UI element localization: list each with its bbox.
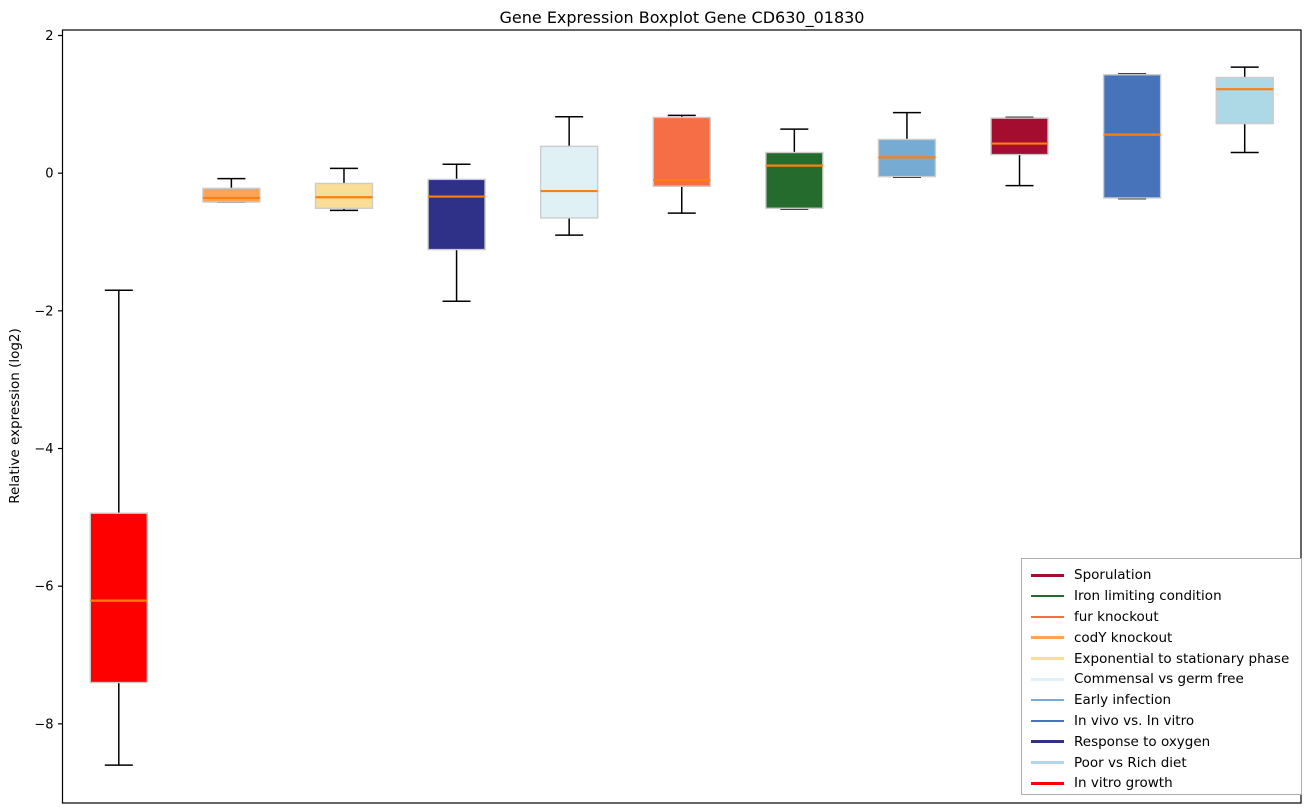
legend: Sporulation Iron limiting condition fur kn… (1021, 558, 1302, 795)
legend-item: Sporulation (1031, 565, 1301, 586)
legend-item: Early infection (1031, 690, 1301, 711)
legend-swatch (1031, 719, 1064, 723)
box-fur-knockout[interactable] (652, 116, 711, 187)
legend-label: Exponential to stationary phase (1074, 650, 1290, 667)
legend-label: Commensal vs germ free (1074, 671, 1244, 688)
legend-swatch (1031, 782, 1064, 785)
legend-swatch (1031, 636, 1064, 640)
legend-item: In vitro growth (1031, 773, 1301, 794)
box-response-to-oxygen[interactable] (427, 178, 486, 251)
legend-label: Response to oxygen (1074, 733, 1211, 750)
y-tick-label: 2 (45, 29, 53, 44)
box-cody-knockout[interactable] (202, 187, 261, 203)
legend-item: Commensal vs germ free (1031, 669, 1301, 690)
plot-frame (61, 29, 1302, 804)
legend-item: fur knockout (1031, 607, 1301, 628)
legend-label: Early infection (1074, 692, 1172, 709)
legend-item: Iron limiting condition (1031, 586, 1301, 607)
box-commensal-vs-germ-free[interactable] (539, 145, 599, 219)
y-tick-label: −6 (34, 580, 53, 595)
y-tick-label: −2 (34, 304, 53, 319)
legend-label: fur knockout (1074, 608, 1159, 625)
y-tick-label: −4 (34, 442, 53, 457)
legend-item: Poor vs Rich diet (1031, 752, 1301, 773)
legend-swatch (1031, 678, 1064, 681)
legend-swatch (1031, 657, 1064, 660)
legend-label: In vivo vs. In vitro (1074, 712, 1195, 729)
box-in-vivo-vs-in-vitro[interactable] (1102, 74, 1162, 199)
y-tick-label: 0 (45, 167, 53, 182)
legend-swatch (1031, 761, 1064, 764)
y-tick-label: −8 (34, 717, 53, 732)
legend-label: In vitro growth (1074, 775, 1173, 792)
legend-label: Sporulation (1074, 567, 1152, 584)
box-poor-vs-rich-diet[interactable] (1215, 76, 1274, 125)
box-in-vitro-growth[interactable] (89, 512, 148, 684)
legend-item: Response to oxygen (1031, 731, 1301, 752)
chart-title: Gene Expression Boxplot Gene CD630_01830 (499, 8, 865, 27)
legend-swatch (1031, 594, 1064, 598)
legend-swatch (1031, 615, 1064, 619)
legend-swatch (1031, 698, 1064, 702)
box-exponential-to-stationary-phase[interactable] (314, 182, 374, 209)
box-sporulation[interactable] (990, 117, 1049, 156)
legend-swatch (1031, 574, 1064, 577)
box-iron-limiting-condition[interactable] (765, 151, 824, 209)
legend-item: Exponential to stationary phase (1031, 648, 1301, 669)
legend-label: Poor vs Rich diet (1074, 754, 1187, 771)
legend-label: Iron limiting condition (1074, 588, 1222, 605)
legend-label: codY knockout (1074, 629, 1173, 646)
legend-item: codY knockout (1031, 627, 1301, 648)
legend-item: In vivo vs. In vitro (1031, 711, 1301, 732)
legend-swatch (1031, 740, 1064, 744)
